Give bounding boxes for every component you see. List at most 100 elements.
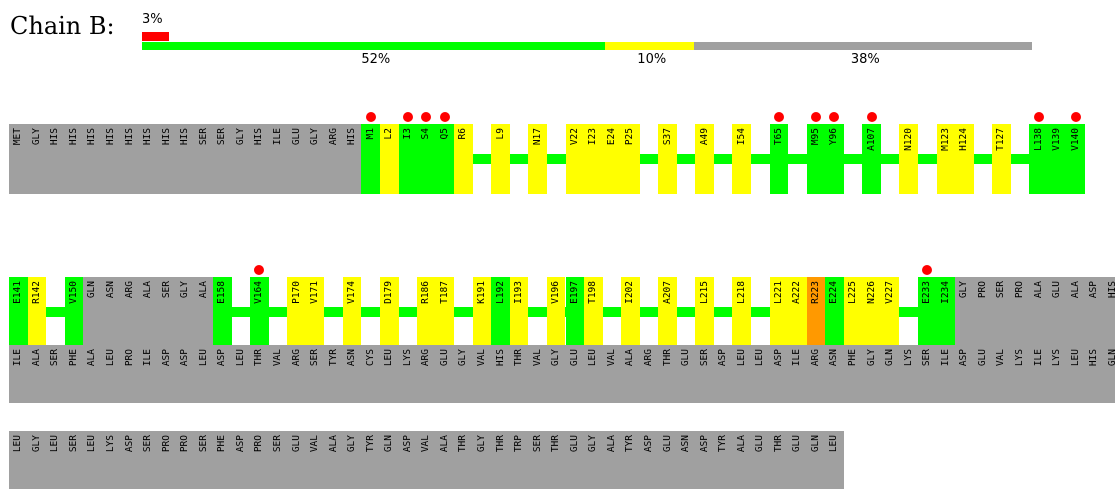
residue-block (806, 277, 826, 347)
residue-label: T187 (438, 281, 450, 304)
residue-label: ALA (1069, 281, 1081, 299)
residue-block (9, 277, 28, 347)
residue-label: PRO (160, 435, 172, 453)
residue-label: TYR (624, 435, 636, 453)
residue-label: ALA (624, 349, 636, 367)
residue-label: PRO (1013, 281, 1025, 299)
residue-label: S4 (420, 128, 432, 140)
residue-label: ARG (809, 349, 821, 367)
residue-label: PHE (847, 349, 859, 367)
marker-dot (421, 112, 432, 122)
residue-block (64, 277, 84, 347)
residue-label: D179 (383, 281, 395, 304)
residue-label: LYS (105, 435, 117, 453)
residue-label: ASP (772, 349, 784, 367)
residue-label: ASN (828, 349, 840, 367)
residue-label: R6 (457, 128, 469, 140)
residue-label: GLY (865, 349, 877, 367)
residue-label: SER (531, 435, 543, 453)
residue-label: ALA (438, 435, 450, 453)
residue-block (862, 124, 881, 194)
residue-label: SER (49, 349, 61, 367)
residue-label: THR (253, 349, 265, 367)
residue-block (509, 277, 529, 347)
residue-label: LEU (383, 349, 395, 367)
residue-block (825, 277, 844, 347)
residue-label: LEU (234, 349, 246, 367)
residue-label: T198 (587, 281, 599, 304)
residue-label: SER (698, 349, 710, 367)
residue-label: P170 (290, 281, 302, 304)
residue-label: R186 (420, 281, 432, 304)
residue-label: ASP (234, 435, 246, 453)
residue-label: HIS (123, 128, 135, 146)
residue-block (955, 277, 1115, 347)
residue-block (213, 277, 232, 347)
marker-dot (439, 112, 450, 122)
residue-label: ARG (420, 349, 432, 367)
residue-label: GLY (30, 128, 42, 146)
residue-label: Y96 (828, 128, 840, 146)
residue-label: LEU (86, 435, 98, 453)
residue-label: LYS (1013, 349, 1025, 367)
chain-label: Chain B: (10, 12, 115, 40)
residue-label: GLY (958, 281, 970, 299)
residue-label: TYR (717, 435, 729, 453)
residue-label: GLU (661, 435, 673, 453)
residue-label: V22 (568, 128, 580, 146)
residue-label: GLU (680, 349, 692, 367)
residue-label: HIS (86, 128, 98, 146)
residue-label: H124 (958, 128, 970, 151)
marker-dot (922, 265, 933, 275)
residue-label: GLU (290, 128, 302, 146)
residue-label: ALA (142, 281, 154, 299)
residue-label: GLU (976, 349, 988, 367)
residue-label: V196 (550, 281, 562, 304)
summary-segment (604, 42, 694, 50)
residue-label: E224 (828, 281, 840, 304)
residue-label: LEU (754, 349, 766, 367)
residue-label: I3 (401, 128, 413, 140)
residue-block (546, 277, 566, 347)
residue-label: R223 (809, 281, 821, 304)
residue-label: GLN (809, 435, 821, 453)
residue-label: ALA (735, 435, 747, 453)
residue-label: HIS (494, 349, 506, 367)
summary-outlier-label: 3% (142, 12, 163, 27)
residue-label: SER (309, 349, 321, 367)
backbone-line (9, 154, 1085, 164)
residue-block (83, 277, 214, 347)
residue-label: GLU (568, 435, 580, 453)
residue-label: THR (513, 349, 525, 367)
residue-label: SER (921, 349, 933, 367)
residue-label: HIS (49, 128, 61, 146)
residue-label: L9 (494, 128, 506, 140)
residue-block (9, 431, 844, 489)
residue-label: ALA (1032, 281, 1044, 299)
residue-label: P25 (624, 128, 636, 146)
residue-label: PHE (216, 435, 228, 453)
residue-label: V164 (253, 281, 265, 304)
residue-block (361, 124, 380, 194)
residue-label: L2 (383, 128, 395, 140)
residue-label: E233 (921, 281, 933, 304)
residue-label: ARG (123, 281, 135, 299)
residue-block (843, 277, 900, 347)
residue-label: GLN (383, 435, 395, 453)
residue-label: ILE (142, 349, 154, 367)
residue-label: Q5 (438, 128, 450, 140)
residue-label: LEU (49, 435, 61, 453)
residue-block (1029, 124, 1085, 194)
residue-label: V171 (309, 281, 321, 304)
residue-label: ASP (642, 435, 654, 453)
residue-label: I234 (939, 281, 951, 304)
residue-label: PRO (976, 281, 988, 299)
summary-segment-label: 52% (361, 52, 391, 67)
residue-label: GLN (1106, 349, 1115, 367)
marker-dot (1070, 112, 1081, 122)
residue-label: M95 (809, 128, 821, 146)
residue-label: SER (995, 281, 1007, 299)
residue-block (491, 277, 510, 347)
residue-label: LEU (105, 349, 117, 367)
residue-label: I54 (735, 128, 747, 146)
